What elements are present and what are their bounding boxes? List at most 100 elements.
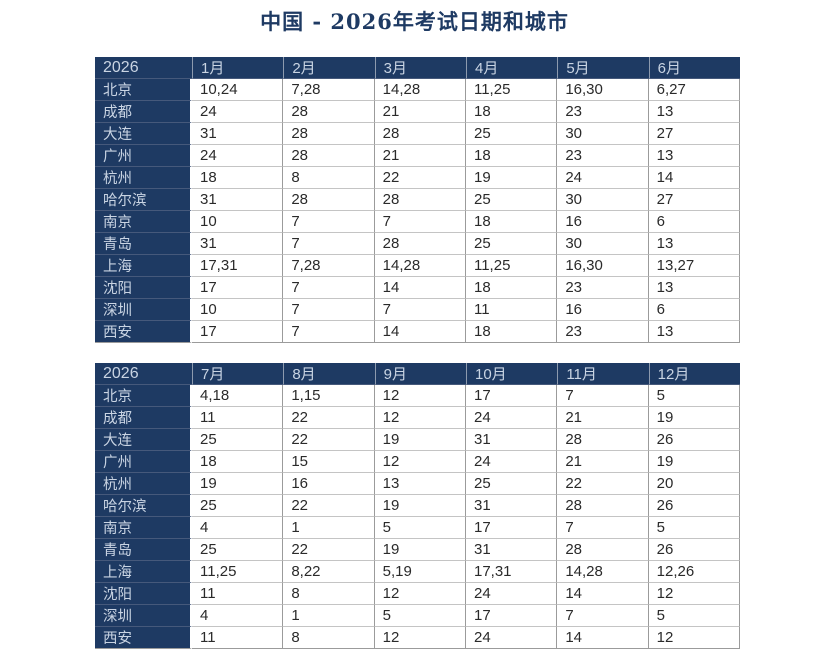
exam-date-cell: 8,22 <box>283 561 375 583</box>
exam-date-cell: 23 <box>557 321 649 343</box>
exam-date-cell: 31 <box>192 233 284 255</box>
city-cell: 哈尔滨 <box>95 495 192 517</box>
exam-date-cell: 16,30 <box>557 79 649 101</box>
exam-date-cell: 12 <box>374 385 466 407</box>
exam-date-cell: 21 <box>374 145 466 167</box>
exam-date-cell: 22 <box>283 539 375 561</box>
exam-date-cell: 28 <box>283 145 375 167</box>
exam-date-cell: 13 <box>648 145 740 167</box>
city-row: 深圳 4 1 5 17 7 5 <box>95 605 740 627</box>
city-row: 杭州 19 16 13 25 22 20 <box>95 473 740 495</box>
exam-date-cell: 18 <box>465 101 558 123</box>
exam-date-cell: 18 <box>465 321 558 343</box>
city-row: 哈尔滨 25 22 19 31 28 26 <box>95 495 740 517</box>
exam-date-cell: 7 <box>283 299 375 321</box>
exam-date-cell: 5 <box>374 605 466 627</box>
exam-date-cell: 7 <box>557 605 649 627</box>
exam-date-cell: 6,27 <box>648 79 740 101</box>
exam-date-cell: 5 <box>648 517 740 539</box>
city-row: 青岛 31 7 28 25 30 13 <box>95 233 740 255</box>
exam-date-cell: 7 <box>283 233 375 255</box>
city-row: 广州 18 15 12 24 21 19 <box>95 451 740 473</box>
city-cell: 上海 <box>95 255 192 277</box>
month-header-cell: 5月 <box>557 57 649 79</box>
exam-date-cell: 25 <box>465 473 558 495</box>
exam-date-cell: 7 <box>374 299 466 321</box>
month-header-cell: 7月 <box>192 363 284 385</box>
header-row: 2026 7月 8月 9月 10月 11月 12月 <box>95 363 740 385</box>
city-row: 成都 24 28 21 18 23 13 <box>95 101 740 123</box>
city-row: 广州 24 28 21 18 23 13 <box>95 145 740 167</box>
exam-date-cell: 19 <box>374 429 466 451</box>
city-row: 北京 10,24 7,28 14,28 11,25 16,30 6,27 <box>95 79 740 101</box>
exam-date-cell: 24 <box>465 451 558 473</box>
page-title: 中国 - 2026年考试日期和城市 <box>260 9 569 34</box>
city-row: 沈阳 17 7 14 18 23 13 <box>95 277 740 299</box>
month-header-cell: 3月 <box>374 57 466 79</box>
exam-date-cell: 18 <box>465 145 558 167</box>
exam-date-cell: 14 <box>557 583 649 605</box>
month-header-cell: 12月 <box>648 363 740 385</box>
exam-date-cell: 12 <box>648 627 740 649</box>
exam-date-cell: 12,26 <box>648 561 740 583</box>
exam-date-cell: 28 <box>374 189 466 211</box>
city-row: 北京 4,18 1,15 12 17 7 5 <box>95 385 740 407</box>
exam-date-cell: 14 <box>557 627 649 649</box>
city-row: 深圳 10 7 7 11 16 6 <box>95 299 740 321</box>
exam-date-cell: 16 <box>283 473 375 495</box>
exam-date-cell: 22 <box>374 167 466 189</box>
exam-date-cell: 11 <box>192 627 284 649</box>
exam-date-cell: 4 <box>192 517 284 539</box>
city-cell: 杭州 <box>95 167 192 189</box>
city-row: 青岛 25 22 19 31 28 26 <box>95 539 740 561</box>
city-cell: 北京 <box>95 385 192 407</box>
exam-dates-table-jan-jun: 2026 1月 2月 3月 4月 5月 6月 北京 10,24 7,28 14,28 11,25 16,… <box>95 57 740 343</box>
exam-date-cell: 26 <box>648 495 740 517</box>
month-header-cell: 11月 <box>557 363 649 385</box>
exam-date-cell: 8 <box>283 583 375 605</box>
month-header-cell: 6月 <box>648 57 740 79</box>
exam-date-cell: 18 <box>192 167 284 189</box>
exam-date-cell: 22 <box>283 495 375 517</box>
city-row: 南京 10 7 7 18 16 6 <box>95 211 740 233</box>
exam-date-cell: 14 <box>648 167 740 189</box>
exam-date-cell: 25 <box>192 495 284 517</box>
year-header-cell: 2026 <box>95 57 192 79</box>
exam-date-cell: 19 <box>374 495 466 517</box>
month-header-cell: 10月 <box>465 363 558 385</box>
exam-date-cell: 14,28 <box>557 561 649 583</box>
exam-date-cell: 28 <box>557 539 649 561</box>
exam-date-cell: 14,28 <box>374 79 466 101</box>
exam-date-cell: 23 <box>557 145 649 167</box>
city-cell: 南京 <box>95 517 192 539</box>
exam-date-cell: 31 <box>465 429 558 451</box>
exam-date-cell: 28 <box>557 429 649 451</box>
exam-date-cell: 6 <box>648 299 740 321</box>
exam-date-cell: 7 <box>283 277 375 299</box>
exam-date-cell: 17 <box>465 385 558 407</box>
exam-date-cell: 19 <box>648 451 740 473</box>
exam-date-cell: 7,28 <box>283 255 375 277</box>
exam-date-cell: 1 <box>283 517 375 539</box>
exam-date-cell: 11,25 <box>465 255 558 277</box>
exam-date-cell: 22 <box>557 473 649 495</box>
exam-date-cell: 17,31 <box>465 561 558 583</box>
city-cell: 深圳 <box>95 299 192 321</box>
exam-date-cell: 1,15 <box>283 385 375 407</box>
year-header-cell: 2026 <box>95 363 192 385</box>
exam-date-cell: 31 <box>465 495 558 517</box>
exam-date-cell: 23 <box>557 101 649 123</box>
exam-date-cell: 5 <box>374 517 466 539</box>
exam-date-cell: 6 <box>648 211 740 233</box>
exam-date-cell: 26 <box>648 539 740 561</box>
exam-date-cell: 5,19 <box>374 561 466 583</box>
exam-date-cell: 13 <box>648 321 740 343</box>
exam-date-cell: 13 <box>648 101 740 123</box>
exam-date-cell: 7 <box>557 517 649 539</box>
exam-date-cell: 18 <box>465 277 558 299</box>
exam-date-cell: 25 <box>465 233 558 255</box>
exam-date-cell: 31 <box>192 123 284 145</box>
exam-date-cell: 25 <box>465 189 558 211</box>
exam-date-cell: 11,25 <box>465 79 558 101</box>
